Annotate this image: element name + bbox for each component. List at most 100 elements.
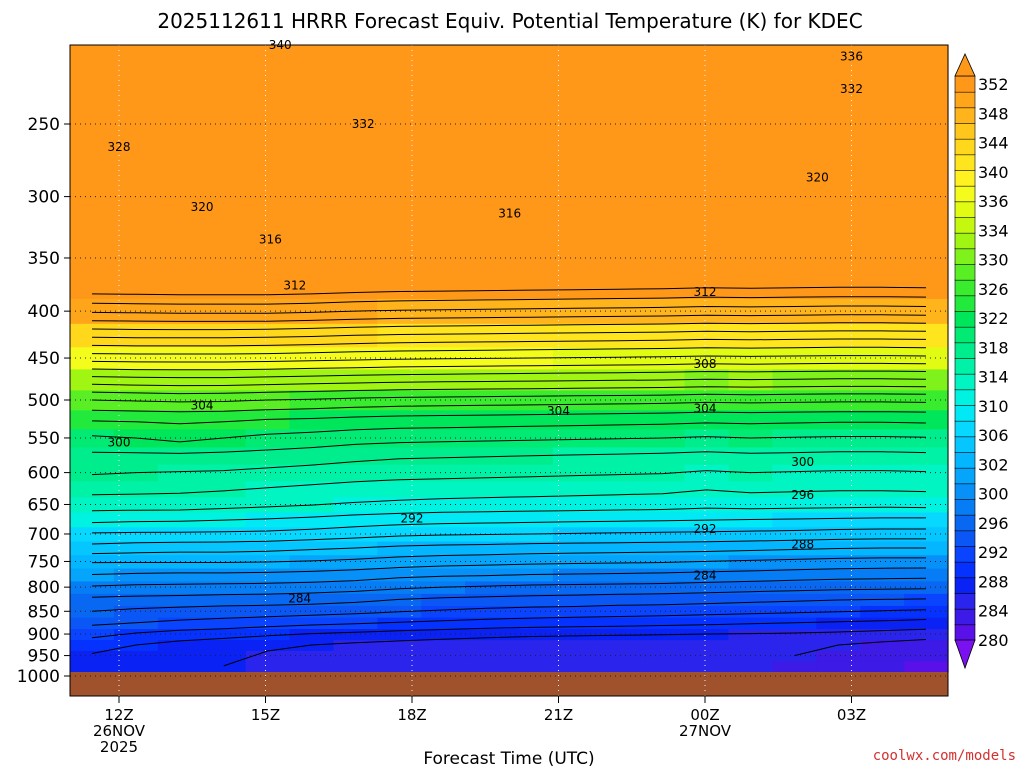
field-cell <box>157 409 203 430</box>
field-cell <box>157 45 203 60</box>
field-cell <box>157 368 203 391</box>
colorbar-swatch <box>954 342 976 359</box>
field-cell <box>377 271 422 299</box>
field-cell <box>70 346 115 370</box>
field-cell <box>465 243 510 273</box>
field-cell <box>421 243 466 273</box>
field-cell <box>596 526 642 542</box>
field-cell <box>289 670 334 673</box>
field-cell <box>772 511 817 528</box>
field-cell <box>684 670 730 673</box>
field-cell <box>728 660 773 672</box>
y-tick-label: 1000 <box>17 667 60 687</box>
field-cell <box>70 554 115 569</box>
contour-line-318 <box>91 436 927 454</box>
field-cell <box>201 628 247 641</box>
field-cell <box>245 298 291 324</box>
field-cell <box>157 142 203 180</box>
colorbar-label: 344 <box>978 134 1009 153</box>
field-cell <box>377 368 422 391</box>
field-cell <box>157 567 203 582</box>
field-cell <box>157 212 203 244</box>
field-cell <box>772 660 817 672</box>
colorbar-swatch <box>954 592 976 610</box>
field-cell <box>509 650 554 662</box>
field-cell <box>684 179 730 214</box>
chart-title: 2025112611 HRRR Forecast Equiv. Potentia… <box>157 9 862 33</box>
colorbar-label: 326 <box>978 280 1009 299</box>
field-cell <box>70 540 115 556</box>
field-cell <box>70 496 115 513</box>
field-cell <box>421 639 466 651</box>
field-cell <box>201 323 247 348</box>
field-cell <box>640 617 686 630</box>
field-cell <box>421 617 466 630</box>
field-cell <box>289 243 334 273</box>
field-cell <box>421 346 466 370</box>
field-cell <box>860 212 905 244</box>
field-cell <box>816 580 861 594</box>
credit-text: coolwx.com/models <box>873 748 1016 764</box>
field-cell <box>860 409 905 430</box>
field-cell <box>289 554 334 569</box>
contour-label: 304 <box>191 399 214 413</box>
contour-label-text: 312 <box>283 278 306 292</box>
field-cell <box>289 628 334 641</box>
field-cell <box>860 389 905 411</box>
field-cell <box>245 660 291 672</box>
field-cell <box>113 103 159 144</box>
field-cell <box>816 142 861 180</box>
field-cell <box>596 271 642 299</box>
field-cell <box>816 650 861 662</box>
field-cell <box>904 526 949 542</box>
field-cell <box>509 540 554 556</box>
field-cell <box>596 660 642 672</box>
field-cell <box>772 45 817 60</box>
colorbar-swatch <box>954 107 976 124</box>
field-cell <box>860 179 905 214</box>
field-cell <box>904 496 949 513</box>
field-cell <box>509 212 554 244</box>
field-cell <box>70 628 115 641</box>
field-cell <box>772 567 817 582</box>
field-cell <box>70 212 115 244</box>
contour-line-324 <box>91 401 927 413</box>
contour-label: 284 <box>288 591 311 605</box>
field-cell <box>421 496 466 513</box>
field-cell <box>245 346 291 370</box>
field-cell <box>904 409 949 430</box>
field-cell <box>596 617 642 630</box>
field-cell <box>377 650 422 662</box>
contour-line-294 <box>91 588 927 612</box>
field-cell <box>333 142 378 180</box>
contour-label-text: 304 <box>547 404 570 418</box>
field-cell <box>640 464 686 482</box>
field-cell <box>289 323 334 348</box>
field-cell <box>772 428 817 448</box>
field-cell <box>245 496 291 513</box>
x-tick-label: 12Z <box>104 706 133 724</box>
contour-label-text: 292 <box>694 522 717 536</box>
field-cell <box>728 103 773 144</box>
contour-label: 312 <box>283 278 306 292</box>
field-cell <box>772 271 817 299</box>
field-cell <box>157 617 203 630</box>
field-cell <box>70 511 115 528</box>
field-cell <box>333 103 378 144</box>
contour-label: 304 <box>694 402 717 416</box>
field-cell <box>157 58 203 104</box>
field-cell <box>201 179 247 214</box>
field-cell <box>904 298 949 324</box>
field-cell <box>552 58 598 104</box>
field-cell <box>596 142 642 180</box>
field-cell <box>333 617 378 630</box>
field-cell <box>640 103 686 144</box>
field-cell <box>509 511 554 528</box>
field-cell <box>113 409 159 430</box>
field-cell <box>289 580 334 594</box>
field-cell <box>509 45 554 60</box>
field-cell <box>816 446 861 465</box>
contour-line-288 <box>91 619 927 654</box>
field-cell <box>684 212 730 244</box>
field-cell <box>70 428 115 448</box>
